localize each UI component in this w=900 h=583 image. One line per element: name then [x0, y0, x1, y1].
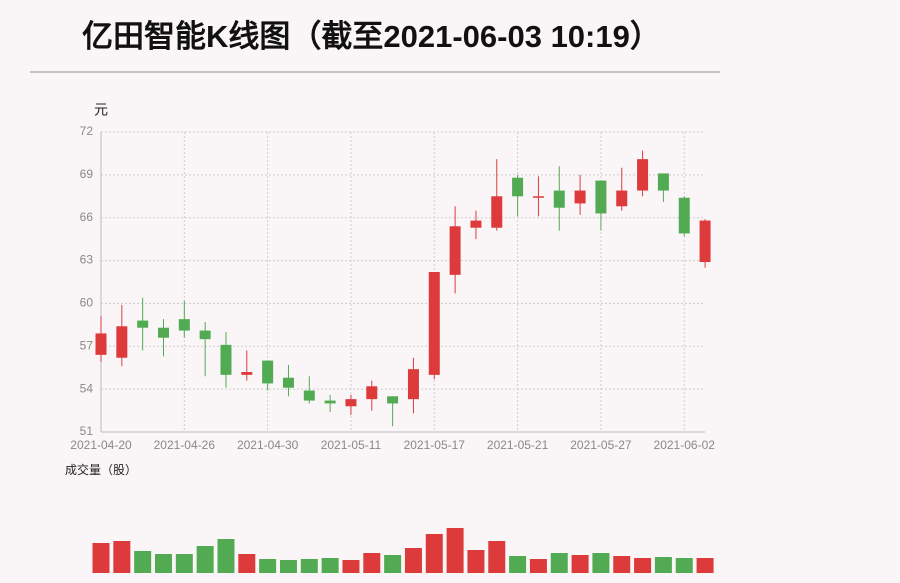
candle-body — [595, 180, 607, 214]
volume-bar — [134, 551, 152, 573]
candle-body — [178, 319, 190, 331]
candle-body — [407, 369, 419, 400]
candle-body — [699, 220, 711, 262]
volume-bar — [654, 557, 672, 573]
y-tick-label: 63 — [80, 253, 94, 267]
x-tick-label: 2021-04-30 — [237, 438, 299, 452]
volume-bar — [467, 550, 485, 573]
volume-bar — [571, 555, 589, 573]
volume-bar — [217, 539, 235, 573]
volume-bar — [613, 556, 631, 573]
x-tick-label: 2021-04-26 — [154, 438, 216, 452]
volume-bar — [488, 541, 506, 573]
candle-body — [199, 330, 211, 340]
candle-body — [137, 320, 149, 328]
x-tick-label: 2021-05-21 — [487, 438, 549, 452]
candle-body — [157, 327, 169, 338]
candle-body — [657, 173, 669, 191]
candle-body — [262, 360, 274, 384]
volume-bar — [342, 560, 360, 573]
candle-body — [574, 190, 586, 204]
candle-body — [678, 197, 690, 234]
volume-bar — [592, 553, 610, 573]
chart-title: 亿田智能K线图（截至2021-06-03 10:19） — [82, 19, 661, 54]
volume-bar — [696, 558, 714, 573]
candle-body — [532, 196, 544, 198]
candle-body — [220, 344, 232, 375]
volume-bar — [425, 534, 443, 573]
y-tick-label: 54 — [80, 381, 94, 395]
candle-body — [324, 400, 336, 404]
volume-bar — [446, 528, 464, 573]
candle-body — [282, 377, 294, 388]
candle-body — [553, 190, 565, 208]
x-tick-label: 2021-05-27 — [570, 438, 632, 452]
volume-bar — [529, 559, 547, 573]
volume-bar — [279, 560, 297, 573]
candle-body — [637, 159, 649, 191]
volume-bar — [196, 546, 214, 573]
x-tick-label: 2021-06-02 — [654, 438, 716, 452]
volume-bar — [675, 558, 693, 573]
candle-body — [116, 326, 128, 358]
candle-body — [491, 196, 503, 228]
volume-bar — [113, 541, 131, 573]
volume-bar — [259, 559, 277, 573]
volume-bar — [238, 554, 256, 573]
candle-body — [512, 177, 524, 197]
candle-body — [387, 396, 399, 404]
volume-bar — [300, 559, 318, 573]
volume-bar — [634, 558, 652, 573]
volume-bar — [384, 555, 402, 573]
volume-bar — [509, 556, 527, 573]
y-unit: 元 — [94, 102, 108, 118]
volume-bar — [404, 548, 422, 573]
candle-body — [428, 272, 440, 375]
x-tick-label: 2021-04-20 — [70, 438, 132, 452]
x-tick-label: 2021-05-11 — [321, 438, 382, 452]
y-tick-label: 72 — [80, 124, 94, 138]
volume-bar — [363, 553, 381, 573]
candle-body — [616, 190, 628, 207]
candle-body — [366, 386, 378, 400]
candle-body — [303, 390, 315, 401]
y-tick-label: 57 — [80, 338, 94, 352]
y-tick-label: 66 — [80, 210, 94, 224]
candle-body — [470, 220, 482, 228]
y-tick-label: 51 — [80, 424, 94, 438]
candle-body — [241, 372, 253, 375]
y-tick-label: 60 — [80, 296, 94, 310]
volume-bar — [154, 554, 172, 573]
volume-bar — [550, 553, 568, 573]
x-tick-label: 2021-05-17 — [404, 438, 466, 452]
y-tick-label: 69 — [80, 167, 94, 181]
candle-body — [449, 226, 461, 275]
volume-bar — [321, 558, 339, 573]
candle-body — [345, 399, 357, 407]
volume-label: 成交量（股） — [65, 462, 137, 477]
candle-body — [95, 333, 107, 355]
volume-bar — [92, 543, 110, 573]
volume-bar — [175, 554, 193, 573]
